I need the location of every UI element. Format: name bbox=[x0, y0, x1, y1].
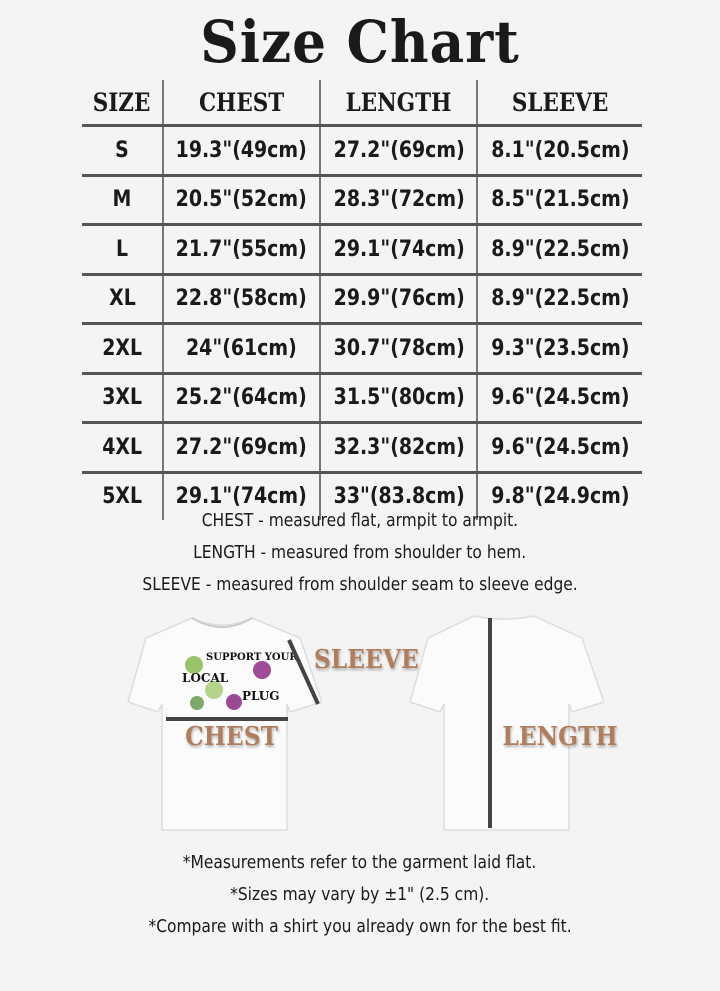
table-cell: 24"(61cm) bbox=[161, 323, 321, 375]
cell-value: 8.9"(22.5cm) bbox=[491, 236, 630, 262]
cell-value: 32.3"(82cm) bbox=[333, 434, 465, 460]
table-cell: 27.2"(69cm) bbox=[161, 422, 321, 474]
table-cell: 9.3"(23.5cm) bbox=[476, 323, 642, 375]
measurement-definitions: CHEST - measured flat, armpit to armpit.… bbox=[0, 505, 720, 601]
table-cell: 8.1"(20.5cm) bbox=[476, 125, 642, 177]
table-cell: 21.7"(55cm) bbox=[161, 224, 321, 276]
table-cell: 31.5"(80cm) bbox=[319, 373, 478, 424]
table-row: 5XL 29.1"(74cm) 33"(83.8cm) 9.8"(24.9cm) bbox=[82, 472, 642, 520]
sleeve-label: SLEEVE bbox=[313, 645, 419, 675]
cell-value: XL bbox=[108, 286, 136, 312]
table-cell: 2XL bbox=[82, 323, 163, 375]
cell-value: 2XL bbox=[102, 335, 142, 361]
page-title: Size Chart bbox=[200, 8, 520, 76]
cell-value: 3XL bbox=[102, 385, 142, 411]
table-cell: 8.5"(21.5cm) bbox=[476, 175, 642, 226]
table-cell: 20.5"(52cm) bbox=[161, 175, 321, 226]
cell-value: 29.1"(74cm) bbox=[333, 236, 465, 262]
table-cell: M bbox=[82, 175, 163, 226]
column-header-label: SLEEVE bbox=[511, 87, 609, 117]
cell-value: 21.7"(55cm) bbox=[176, 236, 308, 262]
footnotes: *Measurements refer to the garment laid … bbox=[0, 847, 720, 943]
table-cell: 5XL bbox=[82, 472, 163, 520]
shirt-back-image bbox=[409, 615, 604, 831]
table-cell: L bbox=[82, 224, 163, 276]
cell-value: 33"(83.8cm) bbox=[333, 484, 465, 510]
table-header-row: SIZE CHEST LENGTH SLEEVE bbox=[82, 80, 642, 127]
svg-text:LOCAL: LOCAL bbox=[182, 671, 229, 685]
table-cell: 25.2"(64cm) bbox=[161, 373, 321, 424]
chest-label: CHEST bbox=[185, 722, 279, 752]
cell-value: 20.5"(52cm) bbox=[176, 187, 308, 213]
cell-value: 31.5"(80cm) bbox=[333, 385, 465, 411]
table-cell: 19.3"(49cm) bbox=[161, 125, 321, 177]
table-cell: 30.7"(78cm) bbox=[319, 323, 478, 375]
cell-value: 22.8"(58cm) bbox=[176, 286, 308, 312]
cell-value: M bbox=[112, 187, 132, 213]
length-label: LENGTH bbox=[502, 722, 618, 752]
definition-length: LENGTH - measured from shoulder to hem. bbox=[193, 542, 527, 563]
cell-value: 4XL bbox=[102, 434, 142, 460]
column-header-label: LENGTH bbox=[345, 87, 452, 117]
cell-value: 25.2"(64cm) bbox=[176, 385, 308, 411]
definition-chest: CHEST - measured flat, armpit to armpit. bbox=[201, 510, 519, 531]
cell-value: 29.1"(74cm) bbox=[176, 484, 308, 510]
column-header: LENGTH bbox=[319, 80, 478, 127]
column-header-label: SIZE bbox=[93, 87, 151, 117]
definition-sleeve: SLEEVE - measured from shoulder seam to … bbox=[142, 574, 578, 595]
table-cell: 9.8"(24.9cm) bbox=[476, 472, 642, 520]
table-cell: 29.1"(74cm) bbox=[161, 472, 321, 520]
table-row: 3XL 25.2"(64cm) 31.5"(80cm) 9.6"(24.5cm) bbox=[82, 373, 642, 424]
table-cell: 27.2"(69cm) bbox=[319, 125, 478, 177]
table-cell: S bbox=[82, 125, 163, 177]
cell-value: 9.8"(24.9cm) bbox=[491, 484, 630, 510]
table-cell: 9.6"(24.5cm) bbox=[476, 373, 642, 424]
column-header: SLEEVE bbox=[476, 80, 642, 127]
table-cell: XL bbox=[82, 274, 163, 325]
cell-value: 19.3"(49cm) bbox=[176, 137, 308, 163]
table-cell: 22.8"(58cm) bbox=[161, 274, 321, 325]
footnote-compare: *Compare with a shirt you already own fo… bbox=[148, 916, 572, 937]
cell-value: 8.9"(22.5cm) bbox=[491, 286, 630, 312]
table-cell: 29.1"(74cm) bbox=[319, 224, 478, 276]
cell-value: S bbox=[115, 137, 129, 163]
cell-value: 9.3"(23.5cm) bbox=[491, 335, 630, 361]
cell-value: 24"(61cm) bbox=[186, 335, 297, 361]
cell-value: 30.7"(78cm) bbox=[333, 335, 465, 361]
column-header: CHEST bbox=[161, 80, 321, 127]
table-cell: 8.9"(22.5cm) bbox=[476, 274, 642, 325]
cell-value: 8.5"(21.5cm) bbox=[491, 187, 630, 213]
table-row: S 19.3"(49cm) 27.2"(69cm) 8.1"(20.5cm) bbox=[82, 125, 642, 177]
cell-value: 27.2"(69cm) bbox=[333, 137, 465, 163]
table-cell: 9.6"(24.5cm) bbox=[476, 422, 642, 474]
table-row: 2XL 24"(61cm) 30.7"(78cm) 9.3"(23.5cm) bbox=[82, 323, 642, 375]
column-header: SIZE bbox=[82, 80, 163, 127]
svg-text:SUPPORT YOUR: SUPPORT YOUR bbox=[206, 652, 298, 663]
cell-value: 5XL bbox=[102, 484, 142, 510]
svg-text:PLUG: PLUG bbox=[242, 689, 280, 703]
cell-value: 29.9"(76cm) bbox=[333, 286, 465, 312]
table-row: M 20.5"(52cm) 28.3"(72cm) 8.5"(21.5cm) bbox=[82, 175, 642, 226]
table-cell: 33"(83.8cm) bbox=[319, 472, 478, 520]
table-cell: 29.9"(76cm) bbox=[319, 274, 478, 325]
table-cell: 4XL bbox=[82, 422, 163, 474]
cell-value: 27.2"(69cm) bbox=[176, 434, 308, 460]
table-cell: 28.3"(72cm) bbox=[319, 175, 478, 226]
shirt-front-image: SUPPORT YOUR LOCAL PLUG bbox=[127, 617, 322, 831]
cell-value: 9.6"(24.5cm) bbox=[491, 385, 630, 411]
table-cell: 3XL bbox=[82, 373, 163, 424]
table-row: XL 22.8"(58cm) 29.9"(76cm) 8.9"(22.5cm) bbox=[82, 274, 642, 325]
size-table: SIZE CHEST LENGTH SLEEVE S 19.3"(49cm) 27.2"(… bbox=[82, 80, 642, 520]
table-row: 4XL 27.2"(69cm) 32.3"(82cm) 9.6"(24.5cm) bbox=[82, 422, 642, 474]
column-header-label: CHEST bbox=[198, 87, 285, 117]
table-cell: 8.9"(22.5cm) bbox=[476, 224, 642, 276]
table-cell: 32.3"(82cm) bbox=[319, 422, 478, 474]
cell-value: 8.1"(20.5cm) bbox=[491, 137, 630, 163]
footnote-flat: *Measurements refer to the garment laid … bbox=[183, 852, 537, 873]
cell-value: 28.3"(72cm) bbox=[333, 187, 465, 213]
table-row: L 21.7"(55cm) 29.1"(74cm) 8.9"(22.5cm) bbox=[82, 224, 642, 276]
footnote-variance: *Sizes may vary by ±1" (2.5 cm). bbox=[230, 884, 490, 905]
cell-value: L bbox=[115, 236, 129, 262]
cell-value: 9.6"(24.5cm) bbox=[491, 434, 630, 460]
